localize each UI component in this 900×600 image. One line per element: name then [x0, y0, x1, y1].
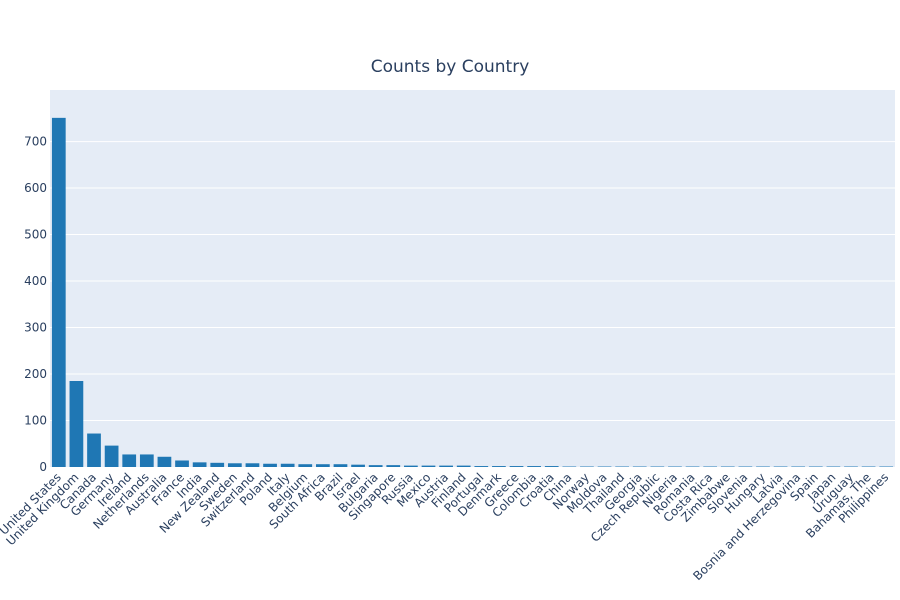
- bar[interactable]: [544, 466, 559, 467]
- chart-title: Counts by Country: [371, 57, 530, 77]
- bar[interactable]: [351, 464, 365, 467]
- y-axis-ticks: 0 100 200 300 400 500 600 700: [24, 135, 47, 474]
- bar[interactable]: [421, 465, 436, 467]
- bar[interactable]: [298, 464, 313, 467]
- bar[interactable]: [263, 463, 277, 467]
- y-tick-label: 100: [24, 414, 47, 428]
- bar[interactable]: [509, 466, 524, 467]
- bar[interactable]: [474, 466, 489, 467]
- bar[interactable]: [122, 454, 137, 467]
- bar[interactable]: [368, 465, 383, 467]
- bar[interactable]: [69, 380, 84, 467]
- y-tick-label: 500: [24, 228, 47, 242]
- bar[interactable]: [175, 460, 189, 467]
- bar[interactable]: [192, 462, 207, 467]
- y-tick-label: 400: [24, 274, 47, 288]
- plot-background: [50, 90, 895, 467]
- bar[interactable]: [157, 456, 172, 467]
- y-tick-label: 600: [24, 181, 47, 195]
- bar[interactable]: [104, 445, 119, 467]
- bar[interactable]: [51, 117, 66, 467]
- bars: [51, 117, 894, 467]
- bar[interactable]: [333, 464, 348, 467]
- bar[interactable]: [439, 465, 453, 467]
- bar[interactable]: [386, 465, 401, 467]
- bar[interactable]: [210, 462, 225, 467]
- y-gridlines: [50, 141, 895, 422]
- bar[interactable]: [492, 466, 506, 467]
- y-tick-label: 200: [24, 367, 47, 381]
- bar[interactable]: [315, 464, 330, 467]
- bar[interactable]: [280, 463, 295, 467]
- bar[interactable]: [527, 466, 541, 467]
- y-tick-label: 0: [39, 460, 47, 474]
- bar[interactable]: [227, 463, 242, 467]
- bar[interactable]: [245, 463, 260, 467]
- bar[interactable]: [456, 465, 471, 467]
- y-tick-label: 300: [24, 321, 47, 335]
- bar[interactable]: [87, 433, 101, 467]
- bar[interactable]: [139, 454, 154, 467]
- y-tick-label: 700: [24, 135, 47, 149]
- bar[interactable]: [404, 465, 418, 467]
